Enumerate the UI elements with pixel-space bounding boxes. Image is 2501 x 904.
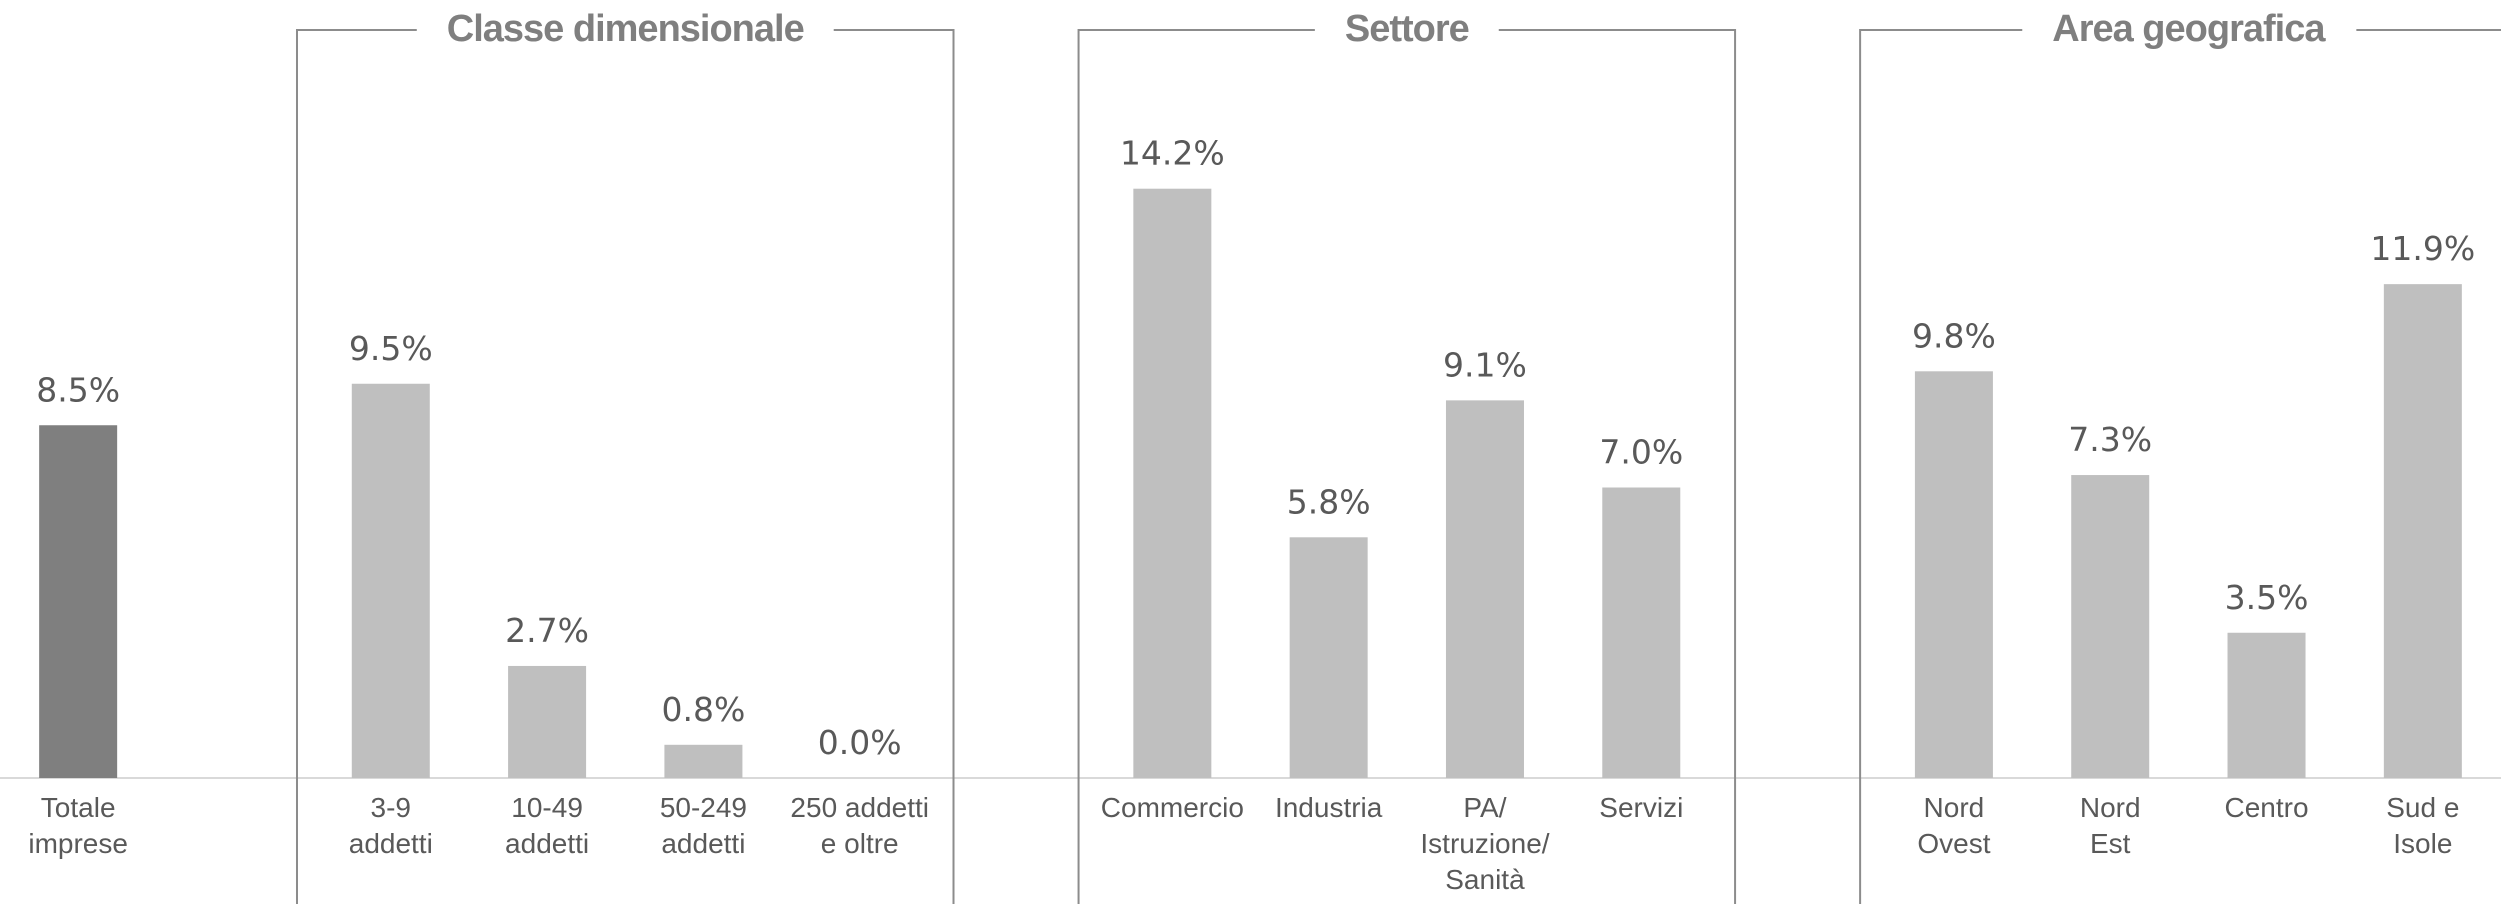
value-label: 9.1% — [1443, 345, 1527, 384]
bar — [1289, 537, 1368, 778]
group-title: Settore — [1345, 8, 1469, 50]
bar — [39, 425, 118, 778]
group-bracket — [833, 29, 955, 904]
group-bracket — [1498, 29, 1737, 904]
bar — [1133, 188, 1212, 778]
category-label: 10-49 addetti — [505, 792, 590, 859]
category-label: 50-249 addetti — [659, 792, 747, 859]
value-label: 9.5% — [349, 329, 433, 368]
group-title: Classe dimensionale — [447, 8, 804, 50]
value-label: 0.0% — [818, 723, 902, 762]
bar — [2071, 475, 2150, 778]
bar — [2383, 284, 2462, 778]
group-bracket — [1077, 29, 1315, 904]
category-label: Industria — [1274, 792, 1383, 823]
bar — [1445, 400, 1524, 778]
category-label: Centro — [2224, 792, 2309, 823]
group-bracket — [1859, 29, 2023, 904]
value-label: 14.2% — [1120, 134, 1225, 173]
value-label: 9.8% — [1912, 316, 1996, 355]
category-label: PA/ Istruzione/ Sanità — [1420, 792, 1550, 895]
bar — [351, 383, 430, 778]
group-title: Area geografica — [2052, 8, 2326, 50]
value-label: 7.0% — [1599, 433, 1683, 472]
bar — [664, 744, 743, 778]
category-label: Commercio — [1100, 792, 1244, 823]
category-label: Sud e Isole — [2386, 792, 2460, 859]
value-label: 5.8% — [1287, 482, 1371, 521]
bar — [508, 665, 587, 778]
group-bracket — [2356, 29, 2501, 31]
category-label: Nord Est — [2079, 792, 2141, 859]
value-label: 11.9% — [2370, 229, 2475, 268]
bar — [1914, 371, 1993, 778]
category-label: 250 addetti e oltre — [790, 792, 930, 859]
value-label: 0.8% — [661, 690, 745, 729]
value-label: 8.5% — [36, 370, 120, 409]
category-label: 3-9 addetti — [348, 792, 433, 859]
value-label: 3.5% — [2225, 578, 2309, 617]
group-bracket — [295, 29, 417, 904]
category-label: Nord Ovest — [1917, 792, 1991, 859]
value-label: 2.7% — [505, 611, 589, 650]
category-label: Totale imprese — [28, 792, 128, 859]
category-label: Servizi — [1599, 792, 1684, 823]
bar — [1602, 487, 1681, 778]
value-label: 7.3% — [2068, 420, 2152, 459]
bar — [2227, 632, 2306, 778]
